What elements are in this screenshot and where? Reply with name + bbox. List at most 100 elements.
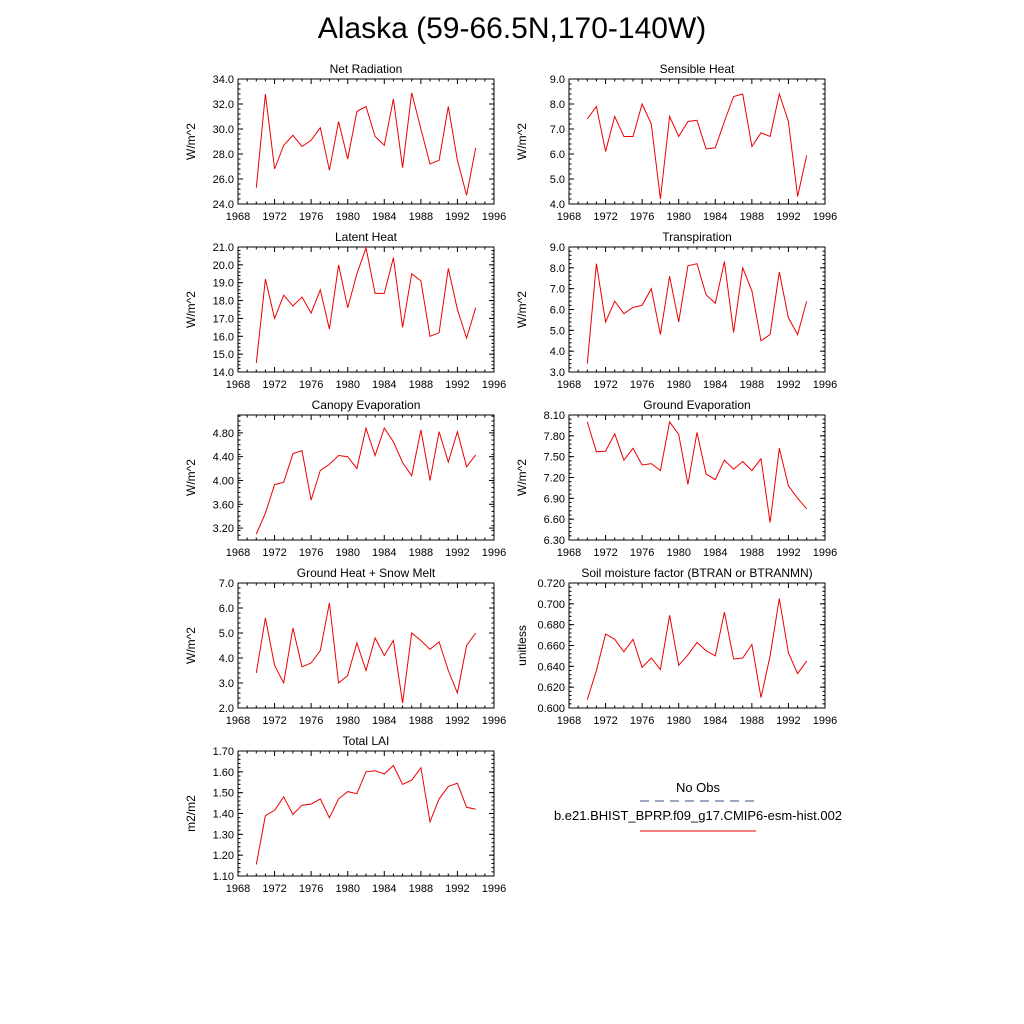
y-tick-label: 7.50 [544,452,565,464]
y-axis-label: W/m^2 [515,459,529,496]
x-tick-label: 1976 [299,715,323,727]
y-tick-label: 7.0 [550,124,565,136]
series-line [255,92,477,196]
x-tick-label: 1976 [630,715,654,727]
series-line [255,426,477,535]
x-tick-label: 1972 [262,547,286,559]
x-tick-label: 1968 [226,547,250,559]
x-tick-label: 1984 [703,715,727,727]
x-tick-label: 1984 [703,211,727,223]
y-tick-label: 2.0 [219,703,234,715]
chart-panel: Canopy Evaporation 1968 1972 1976 1980 1984 19… [184,398,506,559]
plot-frame [237,414,495,541]
x-tick-label: 1976 [630,211,654,223]
x-tick-label: 1988 [409,715,433,727]
x-tick-label: 1972 [593,715,617,727]
x-tick-label: 1968 [226,883,250,895]
x-tick-label: 1980 [666,211,690,223]
y-tick-label: 21.0 [213,242,234,254]
x-tick-label: 1988 [740,379,764,391]
y-tick-label: 3.60 [213,499,234,511]
x-tick-label: 1968 [557,211,581,223]
x-tick-label: 1980 [335,211,359,223]
y-tick-label: 28.0 [213,149,234,161]
y-axis-label: W/m^2 [515,291,529,328]
x-tick-label: 1988 [740,715,764,727]
series-line [586,420,808,523]
series-line [255,602,477,704]
x-tick-label: 1972 [262,379,286,391]
y-tick-label: 0.620 [537,682,565,694]
y-tick-label: 4.0 [550,199,565,211]
series-line [255,764,476,865]
y-tick-label: 17.0 [213,313,234,325]
y-tick-label: 7.80 [544,431,565,443]
chart-panel: Total LAI 1968 1972 1976 1980 1984 1988 1992 199… [184,734,506,895]
y-tick-label: 15.0 [213,349,234,361]
y-tick-label: 6.60 [544,514,565,526]
panel-title: Net Radiation [330,62,403,76]
y-tick-label: 7.0 [219,578,234,590]
x-tick-label: 1996 [813,715,837,727]
y-axis-label: W/m^2 [184,459,198,496]
y-tick-label: 1.10 [213,871,234,883]
y-axis-label: m2/m2 [184,795,198,832]
x-tick-label: 1984 [372,547,396,559]
x-tick-label: 1968 [226,715,250,727]
x-tick-label: 1980 [335,547,359,559]
x-tick-label: 1976 [299,379,323,391]
x-tick-label: 1968 [226,211,250,223]
plot-frame [237,246,495,373]
x-tick-label: 1980 [335,883,359,895]
x-tick-label: 1972 [262,211,286,223]
x-tick-label: 1972 [262,883,286,895]
x-tick-label: 1972 [593,379,617,391]
x-tick-label: 1972 [593,547,617,559]
x-tick-label: 1976 [299,547,323,559]
series-line [586,261,808,364]
y-tick-label: 1.50 [213,788,234,800]
panel-title: Latent Heat [335,230,398,244]
y-tick-label: 0.680 [537,620,565,632]
chart-panel: Transpiration 1968 1972 1976 1980 1984 1988 199… [515,230,837,391]
x-tick-label: 1984 [703,547,727,559]
chart-panels: Net Radiation 1968 1972 1976 1980 1984 1988 199… [184,62,837,895]
x-tick-label: 1996 [482,547,506,559]
x-tick-label: 1988 [409,379,433,391]
x-tick-label: 1996 [482,715,506,727]
x-tick-label: 1980 [666,547,690,559]
y-tick-label: 1.40 [213,809,234,821]
panel-title: Soil moisture factor (BTRAN or BTRANMN) [581,566,812,580]
y-tick-label: 1.70 [213,746,234,758]
x-tick-label: 1988 [740,211,764,223]
x-tick-label: 1968 [226,379,250,391]
x-tick-label: 1996 [813,547,837,559]
x-tick-label: 1984 [703,379,727,391]
panel-title: Canopy Evaporation [312,398,421,412]
y-tick-label: 8.10 [544,410,565,422]
x-tick-label: 1968 [557,379,581,391]
legend-obs-label: No Obs [676,780,721,795]
x-tick-label: 1996 [813,211,837,223]
y-tick-label: 3.20 [213,523,234,535]
y-tick-label: 34.0 [213,74,234,86]
x-tick-label: 1976 [299,883,323,895]
x-tick-label: 1972 [593,211,617,223]
x-tick-label: 1992 [445,379,469,391]
y-tick-label: 4.40 [213,452,234,464]
series-line [586,598,808,700]
panel-title: Transpiration [662,230,732,244]
y-tick-label: 3.0 [550,367,565,379]
y-tick-label: 5.0 [550,325,565,337]
y-tick-label: 4.00 [213,475,234,487]
x-tick-label: 1972 [262,715,286,727]
y-tick-label: 6.90 [544,493,565,505]
plot-frame [568,78,826,205]
x-tick-label: 1980 [335,379,359,391]
x-tick-label: 1992 [445,211,469,223]
x-tick-label: 1988 [740,547,764,559]
y-tick-label: 1.30 [213,829,234,841]
y-tick-label: 16.0 [213,331,234,343]
y-tick-label: 0.720 [537,578,565,590]
